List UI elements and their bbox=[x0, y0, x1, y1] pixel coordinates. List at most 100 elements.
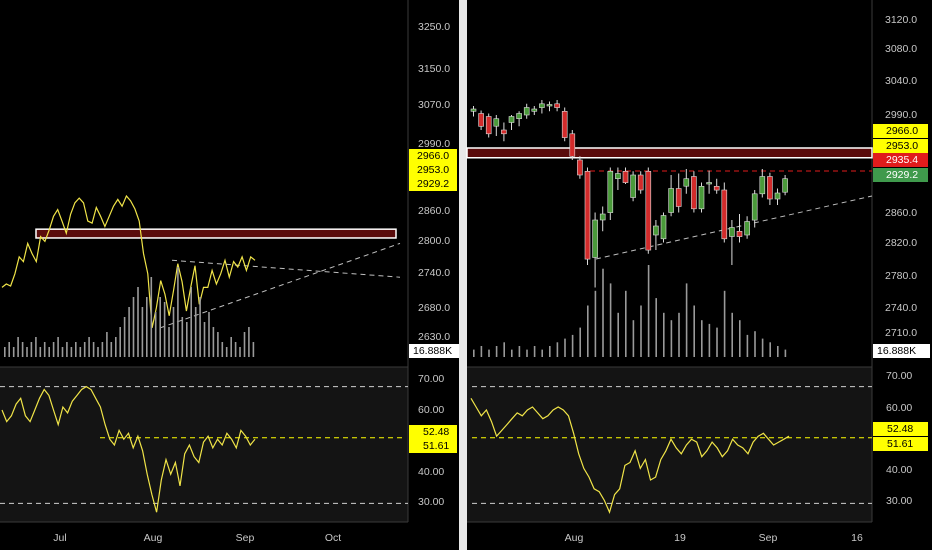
candle-body bbox=[516, 113, 522, 119]
candle-body bbox=[774, 192, 781, 200]
rsi-axis-tick: 70.00 bbox=[418, 373, 444, 385]
price-label-bg bbox=[409, 163, 457, 177]
volume-bar bbox=[203, 322, 206, 357]
candle-body bbox=[675, 188, 682, 207]
volume-bar bbox=[150, 277, 153, 357]
volume-bar bbox=[473, 349, 475, 357]
right-price-axis[interactable]: 3120.0 3080.0 3040.0 2990.0 2860.0 2820.0 2780… bbox=[873, 14, 930, 507]
right-time-axis[interactable]: Aug 19 Sep 16 bbox=[565, 532, 863, 544]
resistance-zone bbox=[35, 228, 397, 239]
price-label-bg bbox=[873, 124, 928, 138]
volume-bar bbox=[777, 346, 779, 357]
price-axis-tick: 2990.0 bbox=[885, 109, 917, 121]
volume-bar bbox=[571, 334, 574, 357]
volume-bar bbox=[556, 342, 559, 357]
volume-bar bbox=[101, 342, 104, 357]
volume-bar bbox=[221, 342, 224, 357]
candle-body bbox=[744, 221, 750, 236]
rsi-label-bg bbox=[873, 437, 928, 451]
volume-bar bbox=[234, 342, 237, 357]
candle-body bbox=[501, 129, 507, 135]
volume-bar bbox=[230, 337, 232, 357]
rsi-axis-tick: 30.00 bbox=[886, 495, 912, 507]
volume-bar bbox=[123, 317, 126, 357]
rsi-label: 52.48 bbox=[887, 423, 913, 435]
candle-body bbox=[751, 193, 758, 221]
candle-body bbox=[577, 159, 583, 176]
rsi-axis-tick: 30.00 bbox=[418, 496, 444, 508]
right-volume-pane bbox=[473, 265, 787, 357]
volume-bar bbox=[647, 265, 650, 357]
volume-bar bbox=[194, 307, 197, 357]
rsi-axis-tick: 70.00 bbox=[886, 370, 912, 382]
left-panel: 3250.0 3150.0 3070.0 2990.0 2860.0 2800.0 2740… bbox=[0, 0, 459, 544]
time-axis-tick: Sep bbox=[759, 532, 778, 544]
candle-body bbox=[539, 103, 545, 108]
volume-bar bbox=[163, 302, 166, 357]
volume-bar bbox=[217, 332, 219, 357]
volume-bar bbox=[239, 347, 241, 357]
candle-body bbox=[713, 186, 720, 191]
price-axis-tick: 2630.0 bbox=[418, 331, 450, 343]
volume-bar bbox=[655, 298, 657, 357]
volume-bar bbox=[602, 268, 604, 357]
volume-bar bbox=[533, 346, 536, 357]
price-label-bg bbox=[873, 139, 928, 153]
time-axis-tick: Sep bbox=[236, 532, 255, 544]
resistance-zone bbox=[466, 147, 873, 159]
trendline-upper bbox=[171, 259, 401, 278]
volume-bar bbox=[685, 283, 688, 357]
volume-bar bbox=[97, 347, 99, 357]
left-time-axis[interactable]: Jul Aug Sep Oct bbox=[53, 532, 341, 544]
price-label: 2966.0 bbox=[417, 150, 449, 162]
right-panel: 3120.0 3080.0 3040.0 2990.0 2860.0 2820.0 2780… bbox=[466, 0, 930, 544]
candle-body bbox=[485, 116, 492, 135]
volume-bar bbox=[48, 347, 50, 357]
candle-body bbox=[630, 174, 636, 198]
candle-body bbox=[592, 219, 598, 258]
time-axis-tick: Aug bbox=[144, 532, 163, 544]
volume-bar bbox=[587, 305, 589, 357]
left-volume-pane bbox=[4, 267, 255, 357]
volume-bar bbox=[670, 320, 673, 357]
price-label-bg bbox=[873, 153, 928, 167]
rsi-line bbox=[470, 397, 790, 514]
volume-bar bbox=[106, 332, 108, 357]
candle-body bbox=[759, 176, 766, 195]
volume-bar bbox=[88, 337, 90, 357]
price-label-bg bbox=[409, 149, 457, 163]
volume-label: 16.888K bbox=[877, 345, 916, 357]
volume-bar bbox=[75, 342, 77, 357]
rsi-label: 51.61 bbox=[887, 438, 913, 450]
candle-body bbox=[508, 116, 515, 123]
candle-body bbox=[668, 188, 674, 213]
candle-body bbox=[691, 176, 697, 210]
price-label: 2953.0 bbox=[417, 164, 449, 176]
candle-body bbox=[615, 173, 621, 179]
volume-bar bbox=[541, 349, 543, 357]
price-axis-tick: 2680.0 bbox=[418, 302, 450, 314]
volume-bar bbox=[769, 342, 771, 357]
time-axis-tick: Jul bbox=[53, 532, 66, 544]
price-axis-tick: 2800.0 bbox=[418, 235, 450, 247]
volume-bar bbox=[8, 342, 10, 357]
volume-bar bbox=[640, 305, 642, 357]
candle-body bbox=[584, 171, 591, 260]
volume-bar bbox=[609, 283, 612, 357]
rsi-label: 52.48 bbox=[423, 426, 449, 438]
volume-bar bbox=[35, 337, 37, 357]
volume-bar bbox=[594, 290, 597, 357]
volume-bar bbox=[625, 290, 627, 357]
price-axis-tick: 2780.0 bbox=[885, 270, 917, 282]
panel-divider[interactable] bbox=[459, 0, 467, 550]
candle-body bbox=[554, 103, 560, 108]
candle-body bbox=[599, 213, 606, 221]
candle-body bbox=[637, 174, 644, 191]
left-price-axis[interactable]: 3250.0 3150.0 3070.0 2990.0 2860.0 2800.0 2740… bbox=[409, 21, 459, 508]
time-axis-tick: 16 bbox=[851, 532, 863, 544]
volume-bar bbox=[199, 297, 201, 357]
price-axis-tick: 3040.0 bbox=[885, 75, 917, 87]
candle-body bbox=[493, 118, 500, 127]
candle-body bbox=[729, 227, 735, 237]
